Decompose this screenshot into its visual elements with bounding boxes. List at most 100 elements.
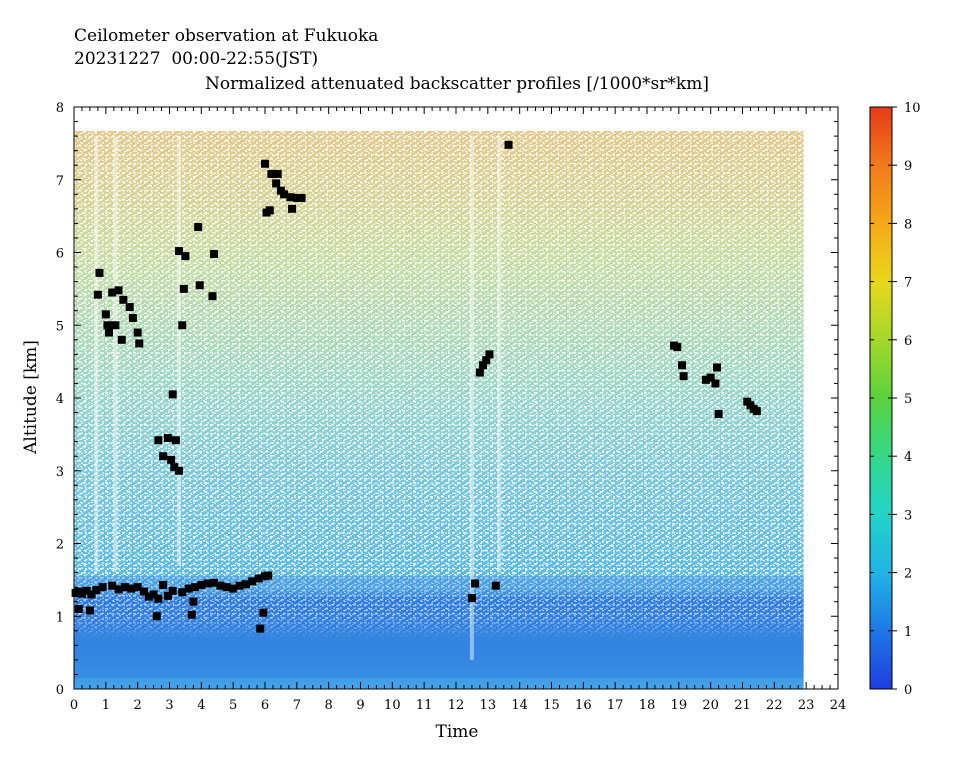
cloud-base-point-97 [711, 379, 720, 388]
cloud-base-point-33 [264, 571, 273, 580]
x-tick-label-11: 11 [416, 698, 433, 713]
chart-title-line-1: Ceilometer observation at Fukuoka [74, 26, 378, 46]
x-tick-label-9: 9 [356, 698, 364, 713]
cloud-base-point-79 [297, 193, 306, 202]
x-tick-label-8: 8 [325, 698, 333, 713]
y-tick-label-4: 4 [56, 392, 64, 407]
colorbar-tick-label-3: 3 [904, 508, 912, 523]
cloud-base-point-36 [152, 612, 161, 621]
cloud-base-point-62 [175, 466, 184, 475]
cloud-base-point-4 [87, 590, 96, 599]
cloud-base-point-27 [229, 584, 238, 593]
cloud-base-point-9 [120, 583, 129, 592]
cloud-base-point-58 [167, 455, 176, 464]
x-tick-label-15: 15 [543, 698, 560, 713]
colorbar-tick-label-1: 1 [904, 625, 912, 640]
cloud-base-point-90 [485, 350, 494, 359]
cloud-base-point-39 [256, 624, 265, 633]
y-axis-label: Altitude [km] [21, 340, 41, 455]
streak-1 [113, 136, 118, 573]
x-tick-label-24: 24 [830, 698, 847, 713]
cloud-base-point-43 [101, 310, 110, 319]
cloud-base-point-48 [114, 286, 123, 295]
cloud-base-point-40 [259, 608, 268, 617]
cloud-base-point-31 [254, 574, 263, 583]
cloud-base-point-103 [752, 407, 761, 416]
colorbar-tick-label-5: 5 [904, 392, 912, 407]
cloud-base-point-28 [235, 581, 244, 590]
cloud-base-point-16 [159, 580, 168, 589]
cloud-base-point-35 [85, 606, 94, 615]
cloud-base-point-29 [241, 580, 250, 589]
cloud-base-point-52 [128, 313, 137, 322]
x-tick-label-16: 16 [575, 698, 592, 713]
x-tick-label-17: 17 [607, 698, 624, 713]
cloud-base-point-25 [216, 581, 225, 590]
colorbar-tick-label-4: 4 [904, 450, 912, 465]
cloud-base-point-30 [248, 577, 257, 586]
x-tick-label-14: 14 [511, 698, 528, 713]
cloud-base-point-88 [479, 361, 488, 370]
y-tick-label-3: 3 [56, 465, 64, 480]
x-tick-label-18: 18 [639, 698, 656, 713]
chart-title-line-2: 20231227 00:00-22:55(JST) [74, 49, 318, 69]
cloud-base-point-56 [159, 452, 168, 461]
x-tick-label-1: 1 [102, 698, 110, 713]
cloud-base-point-96 [706, 373, 715, 382]
colorbar-tick-label-10: 10 [904, 101, 921, 116]
cloud-base-point-21 [190, 583, 199, 592]
y-tick-label-0: 0 [56, 683, 64, 698]
cloud-base-point-83 [504, 140, 513, 149]
cloud-base-point-7 [108, 581, 117, 590]
cloud-base-point-61 [168, 390, 177, 399]
colorbar-tick-label-8: 8 [904, 217, 912, 232]
cloud-base-markers [71, 140, 761, 633]
cloud-base-point-57 [163, 434, 172, 443]
cloud-base-point-92 [673, 343, 682, 352]
colorbar-tick-label-7: 7 [904, 276, 912, 291]
cloud-base-point-63 [175, 247, 184, 256]
cloud-base-point-59 [170, 463, 179, 472]
x-tick-label-19: 19 [671, 698, 688, 713]
cloud-base-point-3 [82, 586, 91, 595]
x-axis-label: Time [436, 722, 479, 742]
plot-axes: 0 1 2 3 4 5 6 7 8 9 10 11 12 13 14 15 16 17 18 19 20 21 22 23 24… [56, 101, 847, 713]
y-tick-label-8: 8 [56, 101, 64, 116]
cloud-base-point-66 [178, 321, 187, 330]
cloud-base-point-37 [187, 610, 196, 619]
cloud-base-point-34 [74, 604, 83, 613]
cloud-base-point-42 [93, 290, 102, 299]
cloud-base-point-19 [178, 588, 187, 597]
cloud-base-point-38 [189, 597, 198, 606]
streak-3 [469, 136, 474, 660]
cloud-base-point-2 [77, 589, 86, 598]
cloud-base-point-77 [286, 193, 295, 202]
cloud-base-point-65 [179, 284, 188, 293]
chart-subtitle: Normalized attenuated backscatter profil… [205, 74, 709, 94]
x-tick-label-20: 20 [702, 698, 719, 713]
cloud-base-point-71 [261, 159, 269, 168]
cloud-base-point-98 [713, 363, 722, 372]
cloud-base-point-69 [208, 292, 217, 301]
streak-0 [94, 136, 99, 573]
cloud-base-point-15 [154, 594, 163, 603]
cloud-base-point-41 [95, 268, 104, 277]
y-tick-label-6: 6 [56, 247, 64, 262]
x-tick-label-2: 2 [134, 698, 142, 713]
cloud-base-point-95 [701, 375, 710, 384]
cloud-base-point-64 [181, 252, 190, 261]
cloud-base-point-46 [108, 288, 117, 297]
cloud-base-point-18 [168, 586, 177, 595]
cloud-base-point-78 [292, 193, 301, 202]
cloud-base-point-13 [144, 592, 153, 601]
cloud-base-point-17 [163, 591, 172, 600]
cloud-base-point-87 [475, 368, 484, 377]
cloud-base-point-67 [194, 223, 203, 232]
x-tick-label-13: 13 [480, 698, 497, 713]
cloud-base-point-55 [154, 436, 163, 445]
cloud-base-point-82 [265, 206, 274, 215]
colorbar: 0 1 2 3 4 5 6 7 8 9 10 [869, 101, 921, 698]
cloud-base-point-89 [482, 356, 491, 365]
cloud-base-point-11 [133, 583, 142, 592]
heatmap-area [74, 131, 804, 689]
